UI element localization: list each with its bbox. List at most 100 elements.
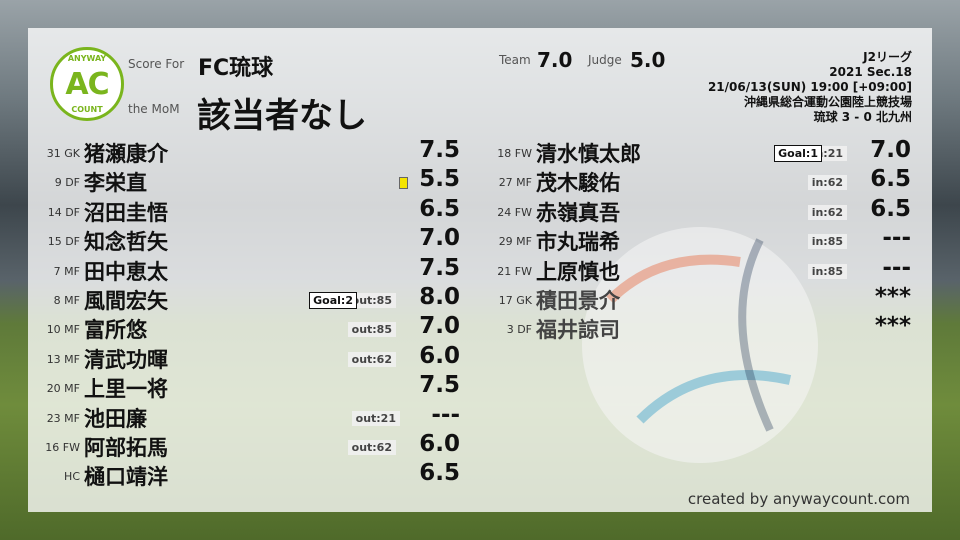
player-row: 18 FW 清水慎太郎 7.0 in:21 Goal:1 — [476, 137, 911, 167]
player-position: 3 DF — [506, 323, 532, 337]
credit: created by anywaycount.com — [687, 490, 910, 508]
logo-text-top: ANYWAY — [67, 54, 107, 63]
player-row: 8 MF 風間宏矢 8.0 out:85 Goal:2 — [24, 284, 460, 314]
player-position: 27 MF — [498, 176, 532, 190]
player-row: 23 MF 池田廉 --- out:21 — [24, 401, 460, 432]
player-score: *** — [874, 284, 911, 310]
player-name: 清水慎太郎 — [536, 142, 641, 166]
player-score: 6.5 — [419, 460, 460, 487]
substitution-badge: in:85 — [807, 263, 847, 279]
player-position: 15 DF — [47, 235, 80, 249]
player-row: 7 MF 田中恵太 7.5 — [24, 254, 460, 285]
player-score: 7.5 — [419, 372, 460, 399]
player-score: --- — [882, 225, 911, 252]
player-position: 23 MF — [46, 411, 80, 425]
substitution-badge: out:21 — [351, 410, 400, 426]
player-name: 茂木駿佑 — [536, 171, 620, 196]
player-name: 李栄直 — [84, 171, 147, 196]
player-score: 6.5 — [870, 195, 911, 222]
player-name: 積田景介 — [536, 289, 620, 313]
player-position: 17 GK — [498, 294, 532, 307]
yellow-card-icon — [399, 177, 408, 190]
player-name: 池田廉 — [84, 406, 147, 431]
substitution-badge: out:85 — [347, 293, 396, 308]
league: J2リーグ — [863, 50, 912, 64]
player-score: 6.5 — [419, 195, 460, 222]
substitution-badge: out:62 — [347, 440, 396, 455]
judge-label: Judge — [588, 53, 622, 67]
player-name: 樋口靖洋 — [84, 465, 168, 490]
mom-label: the MoM — [128, 102, 180, 116]
datetime: 21/06/13(SUN) 19:00 [+09:00] — [707, 80, 912, 94]
player-row: 21 FW 上原慎也 --- in:85 — [476, 255, 911, 285]
player-name: 上原慎也 — [536, 259, 620, 284]
player-name: 田中恵太 — [84, 259, 168, 284]
substitution-badge: out:85 — [347, 322, 396, 338]
player-name: 赤嶺真吾 — [536, 200, 620, 225]
score-for-label: Score For — [128, 57, 185, 71]
player-row: 31 GK 猪瀬康介 7.5 — [24, 137, 460, 167]
player-position: 10 MF — [46, 323, 80, 337]
player-name: 清武功暉 — [84, 347, 168, 372]
player-score: 6.5 — [870, 166, 911, 193]
player-row: 15 DF 知念哲矢 7.0 — [24, 225, 460, 255]
player-row: 29 MF 市丸瑞希 --- in:85 — [476, 225, 911, 255]
player-position: 29 MF — [498, 235, 532, 249]
team-score: 7.0 — [537, 48, 573, 72]
team-label: Team — [499, 53, 531, 67]
substitution-badge: in:85 — [807, 234, 847, 250]
player-row: 14 DF 沼田圭悟 6.5 — [24, 195, 460, 226]
player-name: 上里一将 — [84, 377, 168, 402]
player-row: 16 FW 阿部拓馬 6.0 out:62 — [24, 431, 460, 461]
player-score: 7.0 — [419, 225, 460, 252]
anywaycount-logo: ANYWAY AC COUNT — [50, 47, 124, 121]
player-name: 猪瀬康介 — [84, 142, 168, 166]
player-row: 20 MF 上里一将 7.5 — [24, 372, 460, 402]
player-position: 9 DF — [54, 176, 80, 190]
substitution-badge: in:62 — [807, 175, 847, 191]
player-row: 3 DF 福井諒司 *** — [476, 313, 911, 343]
player-score: 6.0 — [419, 342, 460, 369]
player-score: *** — [874, 313, 911, 340]
player-row: 17 GK 積田景介 *** — [476, 284, 911, 314]
substitution-badge: in:62 — [807, 204, 847, 220]
goal-badge: Goal:1 — [774, 145, 822, 162]
player-row: 24 FW 赤嶺真吾 6.5 in:62 — [476, 195, 911, 226]
player-score: 8.0 — [419, 284, 460, 310]
player-position: 21 FW — [497, 264, 532, 278]
player-name: 沼田圭悟 — [84, 200, 168, 225]
result: 琉球 3 - 0 北九州 — [813, 110, 912, 124]
player-position: HC — [64, 470, 80, 484]
player-name: 阿部拓馬 — [84, 436, 168, 460]
player-position: 16 FW — [45, 441, 80, 454]
club-name: FC琉球 — [198, 56, 274, 81]
player-score: 6.0 — [419, 431, 460, 457]
player-name: 風間宏矢 — [84, 289, 168, 313]
substitution-badge: out:62 — [347, 351, 396, 367]
round: 2021 Sec.18 — [829, 65, 912, 79]
player-score: 7.5 — [419, 254, 460, 281]
logo-text-ac: AC — [65, 67, 109, 102]
player-position: 24 FW — [497, 205, 532, 219]
player-row: HC 樋口靖洋 6.5 — [24, 460, 460, 490]
match-info: J2リーグ 2021 Sec.18 21/06/13(SUN) 19:00 [+… — [708, 50, 912, 125]
player-name: 市丸瑞希 — [536, 230, 620, 255]
player-position: 13 MF — [46, 352, 80, 366]
player-score: 7.0 — [870, 137, 911, 163]
player-score: --- — [431, 401, 460, 428]
goal-badge: Goal:2 — [309, 292, 357, 309]
player-row: 9 DF 李栄直 5.5 — [24, 166, 460, 196]
player-name: 福井諒司 — [536, 318, 620, 343]
player-score: 7.0 — [419, 313, 460, 340]
logo-text-bottom: COUNT — [71, 105, 103, 114]
player-row: 10 MF 富所悠 7.0 out:85 — [24, 313, 460, 343]
player-position: 31 GK — [46, 147, 80, 160]
player-position: 14 DF — [47, 205, 80, 219]
player-row: 27 MF 茂木駿佑 6.5 in:62 — [476, 166, 911, 196]
player-position: 20 MF — [46, 382, 80, 396]
judge-score: 5.0 — [630, 48, 666, 72]
player-position: 8 MF — [53, 294, 80, 307]
player-score: 5.5 — [419, 166, 460, 193]
mom-name: 該当者なし — [197, 96, 367, 136]
player-row: 13 MF 清武功暉 6.0 out:62 — [24, 342, 460, 373]
